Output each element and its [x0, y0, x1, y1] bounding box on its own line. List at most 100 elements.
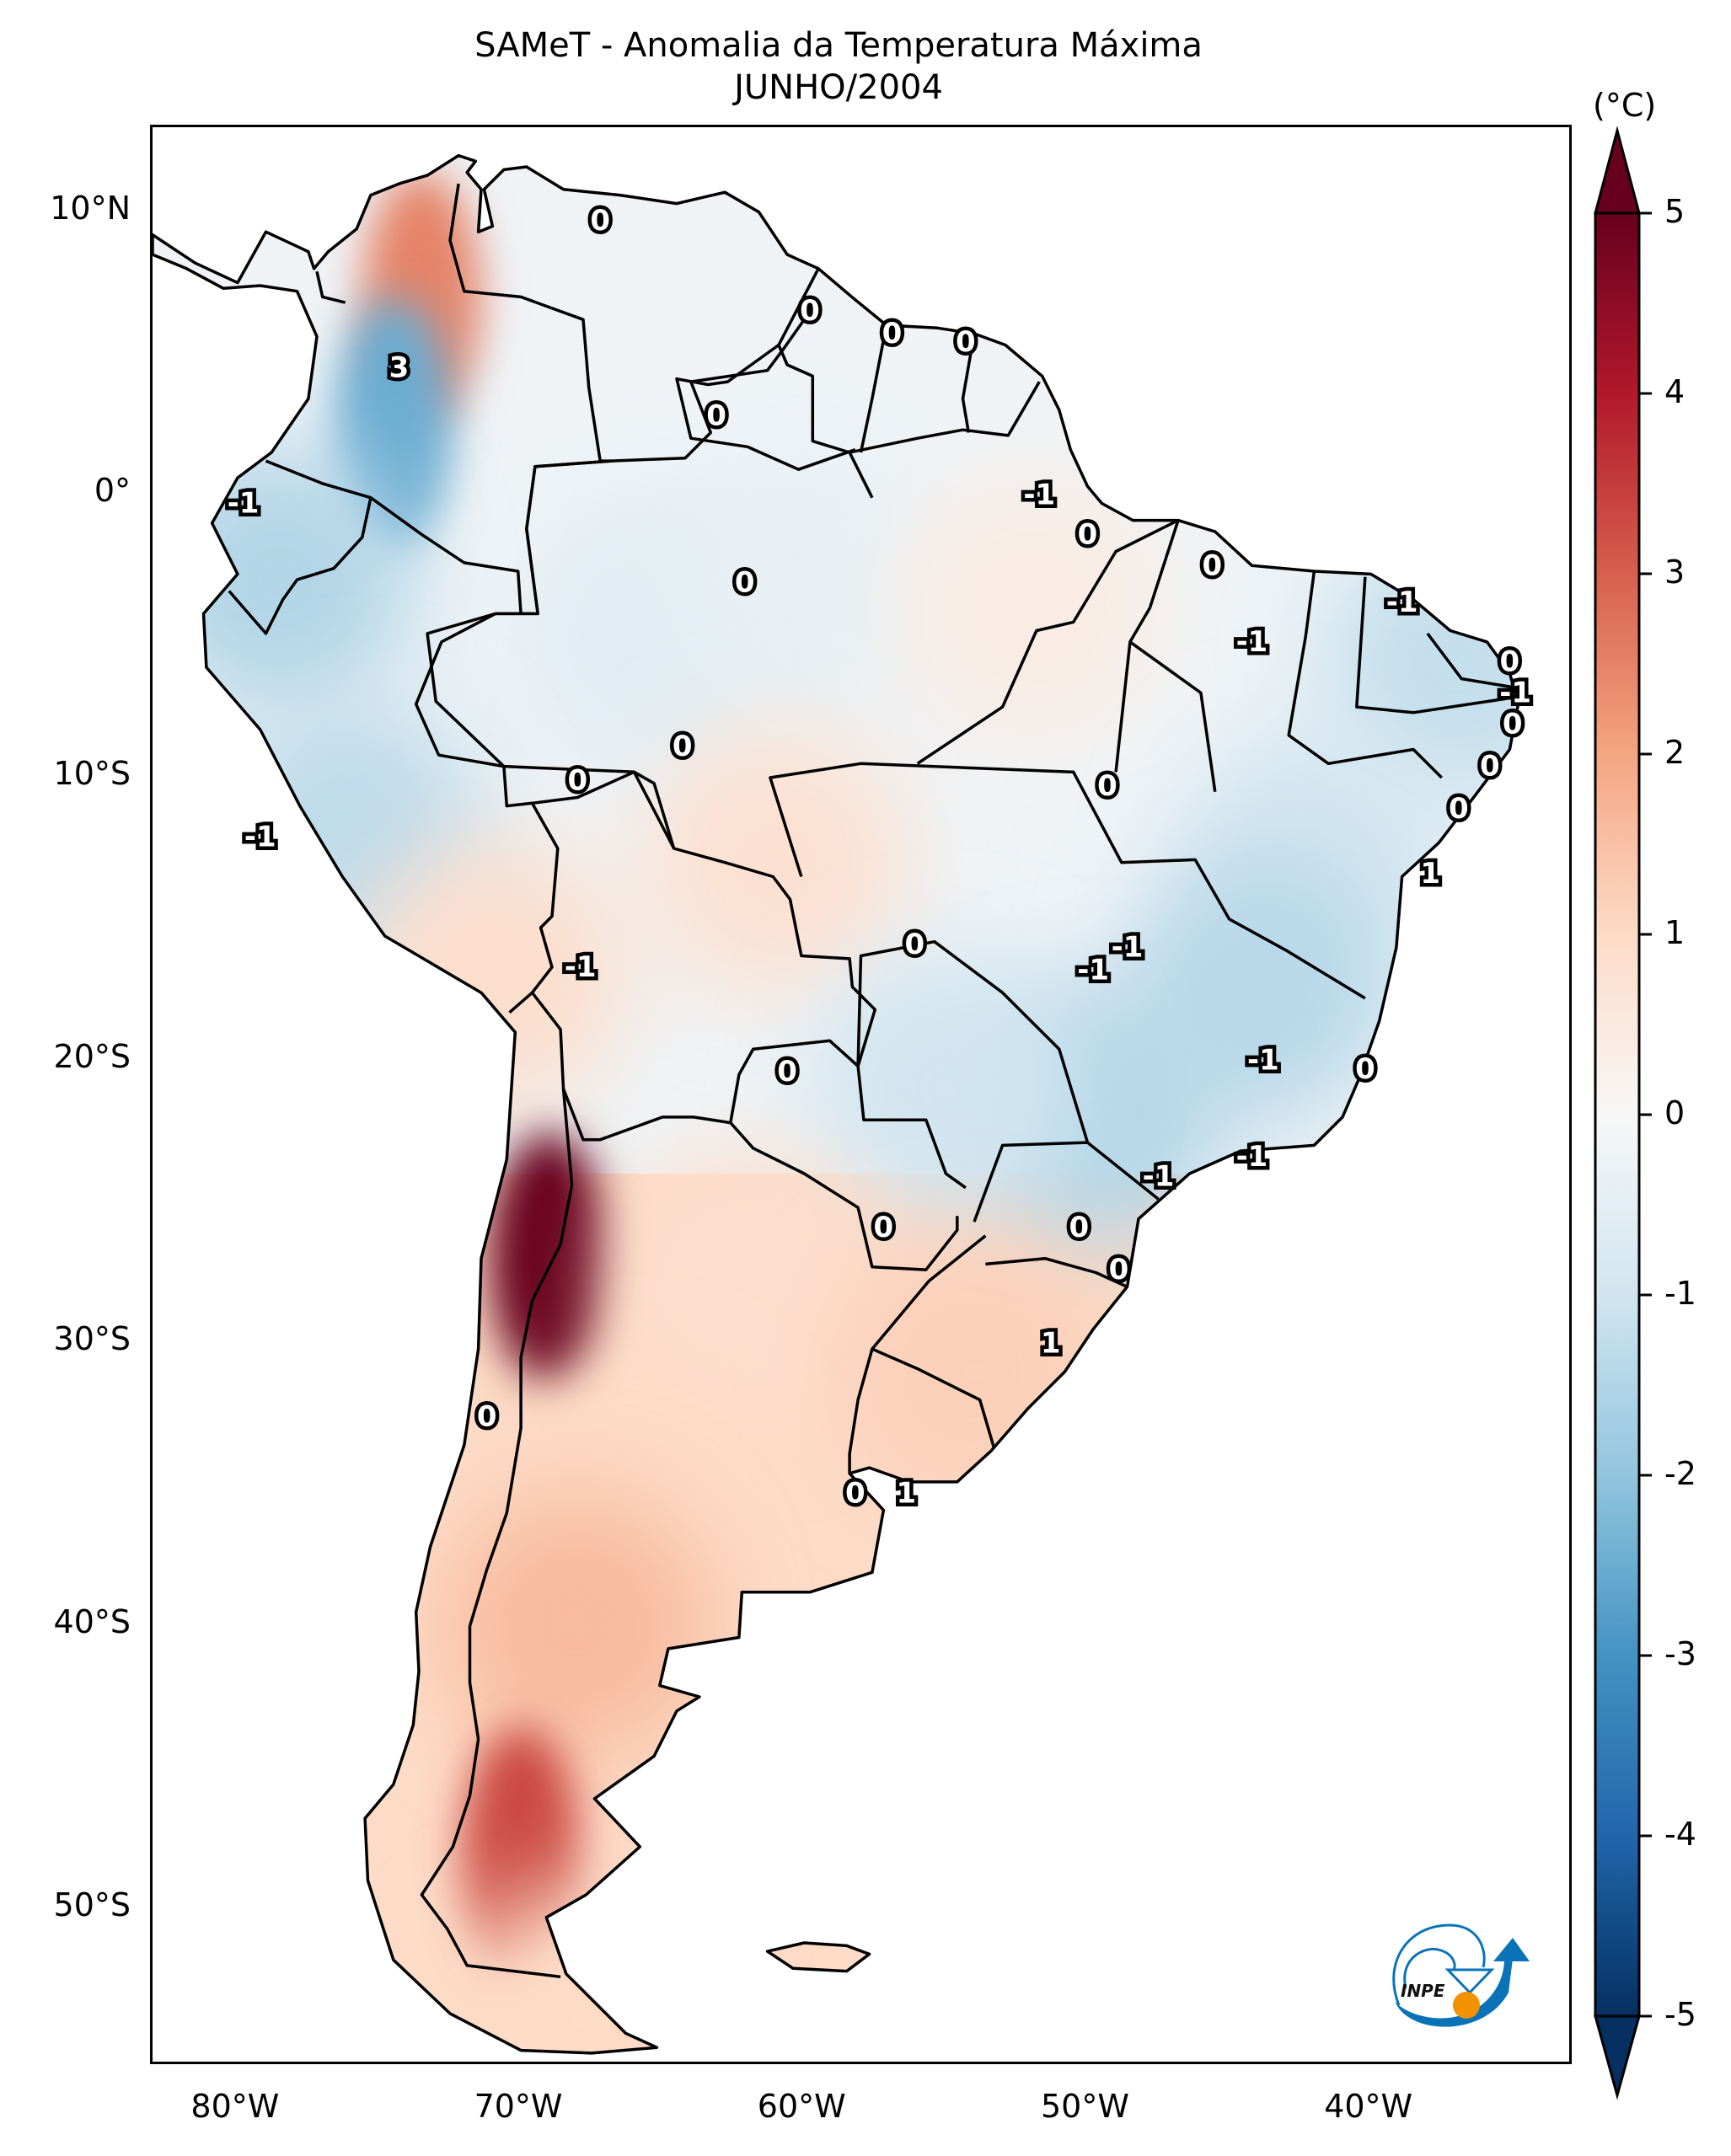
country-border: [1287, 570, 1443, 779]
y-tick-label: 0°: [94, 472, 131, 510]
inpe-logo: INPE: [1392, 1923, 1530, 2027]
contour-label: 1: [1420, 857, 1440, 891]
anomaly-cell: [811, 954, 1081, 1224]
country-border: [1355, 576, 1508, 714]
country-border: [916, 519, 1179, 765]
country-border: [848, 1234, 987, 1474]
colorbar-extend-max-arrow: [1594, 126, 1641, 215]
contour-label: -1: [244, 821, 276, 854]
contour-label: -1: [228, 486, 260, 520]
country-border: [848, 381, 1041, 499]
map-plot-area: 0 3 0 0 0 0 -1 -1 0 0 0 -1 -1 0 -1 0 0 0 0 0 0 -1 1 0 -1 -1 -1 -1 0 0…: [150, 125, 1572, 2064]
country-border: [420, 1089, 574, 1979]
y-tick-label: 30°S: [53, 1320, 131, 1358]
anomaly-cell: [669, 445, 940, 715]
contour-label: 0: [673, 730, 693, 763]
country-border: [961, 333, 976, 433]
anomaly-cell: [613, 1152, 883, 1422]
contour-label: -1: [1077, 953, 1109, 987]
y-tick-label: 50°S: [53, 1886, 131, 1923]
country-border: [973, 1141, 1088, 1222]
contour-label: -1: [565, 950, 597, 984]
contour-label: 0: [1203, 548, 1223, 582]
colorbar-tick-label: 5: [1664, 193, 1685, 230]
contour-label: 1: [896, 1476, 916, 1510]
y-tick-label: 40°S: [53, 1603, 131, 1641]
country-border: [1128, 640, 1217, 793]
contour-label: 0: [1355, 1052, 1375, 1086]
contour-label: 0: [800, 294, 820, 328]
x-tick-label: 80°W: [190, 2088, 280, 2125]
x-tick-label: 50°W: [1040, 2088, 1129, 2125]
colorbar-tick-label: 2: [1664, 734, 1685, 771]
contour-label: 0: [1109, 1253, 1129, 1287]
anomaly-cell: [896, 473, 1166, 743]
country-border: [228, 497, 372, 635]
x-tick-label: 40°W: [1324, 2088, 1413, 2125]
anomaly-cell: [153, 445, 415, 715]
logo-text: INPE: [1401, 1981, 1445, 2001]
country-border: [265, 459, 523, 614]
contour-label: 0: [1500, 645, 1520, 678]
country-borders: [153, 153, 1520, 2055]
country-border: [1114, 520, 1180, 773]
colorbar-tick-label: 0: [1664, 1094, 1685, 1131]
y-tick-label: 10°S: [53, 755, 131, 793]
colorbar-extend-min-arrow: [1594, 2014, 1641, 2100]
contour-label: 1: [1041, 1326, 1061, 1360]
contour-label: -1: [1499, 676, 1531, 709]
colorbar-tick-label: -3: [1664, 1635, 1696, 1672]
contour-label: 0: [1069, 1211, 1090, 1244]
country-border: [315, 270, 346, 304]
contour-label: 0: [590, 204, 610, 238]
chart-subtitle: JUNHO/2004: [734, 68, 943, 107]
x-tick-label: 70°W: [474, 2088, 563, 2125]
logo-arrow-down: [1444, 1968, 1495, 1995]
contour-label: -1: [1236, 625, 1268, 659]
contour-label: 0: [706, 399, 726, 432]
contour-label: 0: [1097, 769, 1117, 803]
contour-label: 0: [874, 1211, 894, 1244]
logo-swirl-outer: [1392, 1923, 1486, 2006]
colorbar-gradient: [1594, 211, 1641, 2018]
contour-label: 0: [956, 325, 976, 359]
logo-arrow-up: [1493, 1938, 1530, 1961]
logo-blue-arc: [1395, 1959, 1513, 2027]
country-border: [675, 344, 856, 471]
falklands-coastline: [765, 1941, 871, 1973]
y-tick-label: 10°N: [50, 189, 131, 227]
colorbar-tick-label: 4: [1664, 373, 1685, 410]
country-border: [871, 1347, 996, 1449]
y-tick-label: 20°S: [53, 1037, 131, 1075]
contour-label: 0: [777, 1055, 797, 1089]
colorbar-tick-label: -2: [1664, 1455, 1696, 1492]
contour-label: -1: [1112, 930, 1144, 964]
colorbar: [1594, 126, 1652, 2100]
contour-label: 3: [389, 350, 410, 384]
country-border: [769, 762, 1366, 1000]
colorbar-tick-label: 3: [1664, 554, 1685, 591]
colorbar-tick-label: -1: [1664, 1275, 1696, 1312]
contour-label: -1: [1236, 1140, 1268, 1174]
contour-label: 0: [1480, 750, 1500, 784]
anomaly-cell: [442, 1491, 713, 1762]
colorbar-unit-label: (°C): [1593, 87, 1657, 124]
contour-label: 0: [1078, 517, 1098, 551]
contour-label: -1: [1023, 478, 1055, 511]
anomaly-cell: [490, 1131, 608, 1385]
country-border: [426, 459, 676, 849]
contour-label: -1: [1143, 1159, 1175, 1193]
colorbar-tick-label: -5: [1664, 1996, 1696, 2033]
contour-label: -1: [1386, 586, 1418, 619]
colorbar-tick-label: -4: [1664, 1816, 1696, 1853]
logo-orange-circle: [1453, 1992, 1480, 2019]
country-border: [1426, 632, 1514, 689]
contour-label: 0: [905, 928, 925, 961]
x-tick-label: 60°W: [757, 2088, 846, 2125]
chart-title: SAMeT - Anomalia da Temperatura Máxima: [474, 26, 1203, 65]
anomaly-cell: [1321, 529, 1519, 800]
colorbar-tick-label: 1: [1664, 914, 1685, 951]
contour-label: 0: [735, 565, 755, 599]
